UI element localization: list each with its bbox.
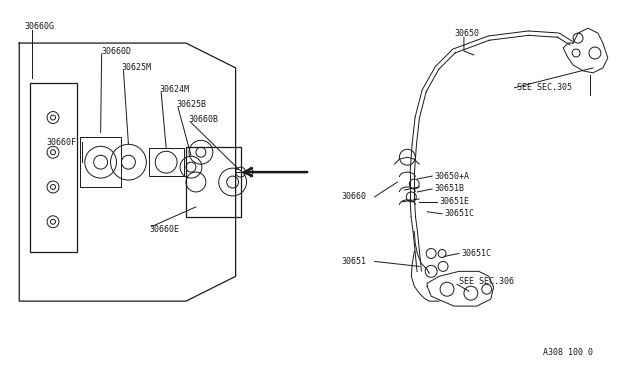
Text: 30651C: 30651C xyxy=(461,249,491,258)
Text: 30625M: 30625M xyxy=(122,63,152,73)
Text: 30624M: 30624M xyxy=(159,85,189,94)
Text: 30625B: 30625B xyxy=(176,100,206,109)
Text: A308 100 0: A308 100 0 xyxy=(543,348,593,357)
Text: 30651B: 30651B xyxy=(434,185,464,193)
Text: 30660F: 30660F xyxy=(46,138,76,147)
Bar xyxy=(80,137,122,187)
Text: 30651E: 30651E xyxy=(439,198,469,206)
Text: 30651C: 30651C xyxy=(444,209,474,218)
Text: 30660E: 30660E xyxy=(149,225,179,234)
Text: SEE SEC.305: SEE SEC.305 xyxy=(516,83,572,92)
Bar xyxy=(149,148,184,176)
Text: 30650+A: 30650+A xyxy=(434,171,469,180)
Text: SEE SEC.306: SEE SEC.306 xyxy=(459,277,514,286)
Bar xyxy=(186,147,241,217)
Text: 30660G: 30660G xyxy=(24,22,54,31)
Text: 30650: 30650 xyxy=(454,29,479,38)
Bar xyxy=(30,83,77,251)
Text: 30660: 30660 xyxy=(342,192,367,201)
Text: 30651: 30651 xyxy=(342,257,367,266)
Text: 30660B: 30660B xyxy=(188,115,218,124)
Text: 30660D: 30660D xyxy=(102,46,132,55)
